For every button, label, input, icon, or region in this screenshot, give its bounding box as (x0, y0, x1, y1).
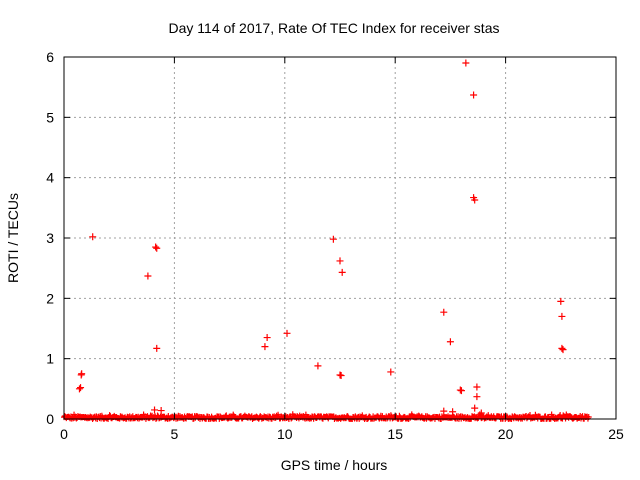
data-point (314, 362, 322, 370)
y-axis-label: ROTI / TECUs (5, 193, 21, 283)
data-point (440, 308, 448, 316)
x-tick-label: 0 (60, 426, 68, 442)
grid-lines (64, 57, 616, 419)
data-point (152, 243, 160, 251)
data-point (446, 338, 454, 346)
data-point (77, 371, 85, 379)
data-point (559, 346, 567, 354)
x-tick-label: 5 (171, 426, 179, 442)
data-point (337, 372, 345, 380)
x-axis-label: GPS time / hours (281, 457, 388, 473)
data-point (336, 371, 344, 379)
data-point (144, 272, 152, 280)
x-tick-label: 10 (277, 426, 293, 442)
y-tick-label: 4 (46, 170, 54, 186)
data-point (470, 91, 478, 99)
data-point (329, 235, 337, 243)
chart-title: Day 114 of 2017, Rate Of TEC Index for r… (169, 20, 500, 36)
x-tick-label: 25 (608, 426, 624, 442)
data-point (261, 343, 269, 351)
data-point (89, 233, 97, 241)
data-point (153, 344, 161, 352)
data-point (338, 268, 346, 276)
y-tick-label: 6 (46, 49, 54, 65)
data-point (471, 404, 479, 412)
data-point (440, 407, 448, 415)
data-point (471, 196, 479, 204)
data-point (77, 384, 85, 392)
data-point (558, 344, 566, 352)
data-point (473, 393, 481, 401)
axis-ticks: 0 5 10 15 20 25 0 1 2 3 4 5 6 (46, 49, 624, 442)
data-point (153, 244, 161, 252)
data-point (557, 297, 565, 305)
data-point (75, 385, 83, 393)
y-tick-label: 5 (46, 109, 54, 125)
y-tick-label: 2 (46, 290, 54, 306)
data-point (456, 386, 464, 394)
data-point (449, 408, 457, 416)
data-point (477, 409, 485, 417)
data-point (151, 406, 159, 414)
data-point (473, 383, 481, 391)
data-points (61, 59, 592, 422)
y-tick-label: 1 (46, 351, 54, 367)
y-tick-label: 3 (46, 230, 54, 246)
data-point (157, 407, 165, 415)
data-point (387, 368, 395, 376)
data-point (457, 387, 465, 395)
data-point (283, 329, 291, 337)
data-point (263, 334, 271, 342)
data-point (336, 257, 344, 265)
y-tick-label: 0 (46, 411, 54, 427)
x-tick-label: 20 (498, 426, 514, 442)
data-point (462, 59, 470, 67)
x-tick-label: 15 (387, 426, 403, 442)
data-point (558, 312, 566, 320)
